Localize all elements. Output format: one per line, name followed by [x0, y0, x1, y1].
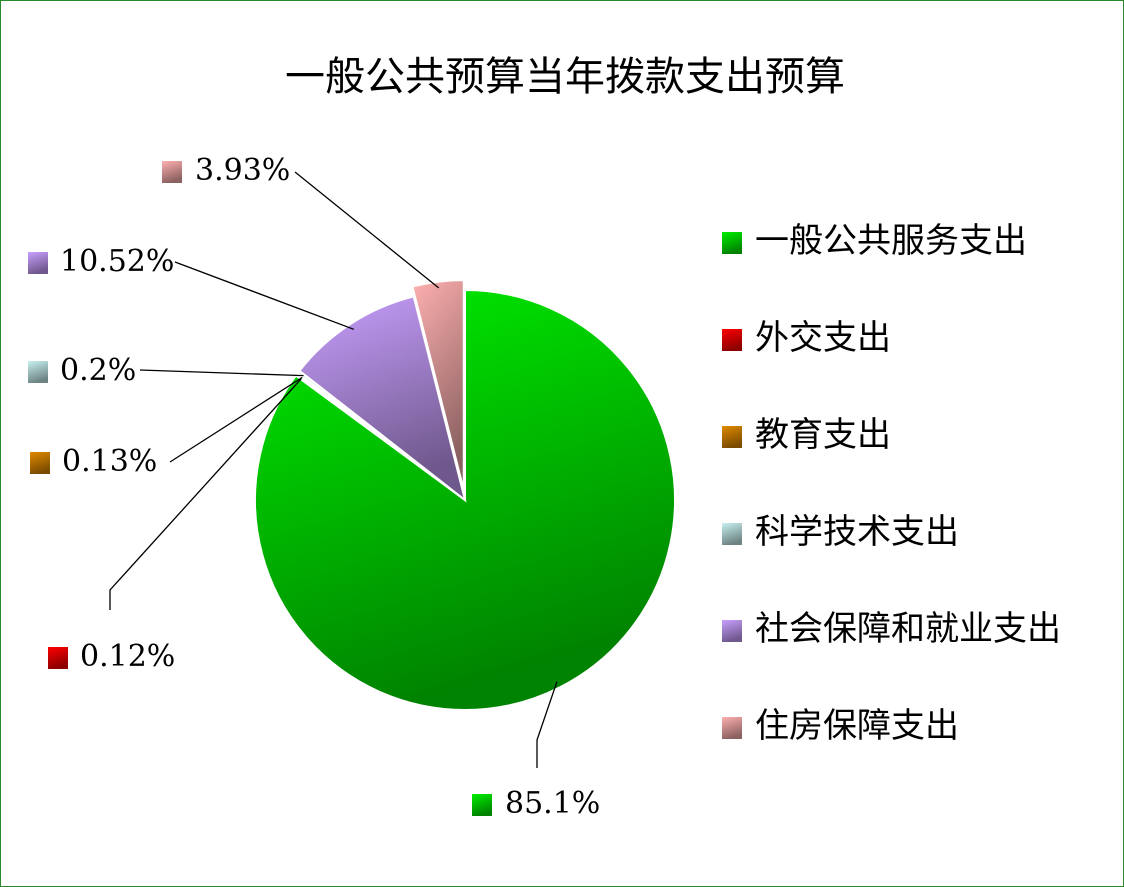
leader-line	[174, 261, 355, 330]
leader-line	[109, 378, 302, 610]
label-marker	[30, 452, 50, 474]
legend-marker	[722, 717, 742, 739]
leader-line	[169, 376, 303, 463]
data-label: 0.13%	[62, 444, 157, 479]
legend-label: 社会保障和就业支出	[755, 609, 1061, 649]
legend-marker	[722, 426, 742, 448]
leader-line	[536, 681, 558, 768]
legend-marker	[722, 620, 742, 642]
data-label: 85.1%	[505, 786, 600, 821]
data-label: 0.2%	[60, 353, 136, 388]
label-marker	[48, 647, 68, 669]
legend-label: 外交支出	[755, 318, 891, 358]
data-label: 10.52%	[60, 244, 174, 279]
legend-label: 教育支出	[755, 415, 891, 455]
legend-label: 科学技术支出	[755, 512, 959, 552]
label-marker	[162, 161, 182, 183]
legend-marker	[722, 232, 742, 254]
legend-label: 一般公共服务支出	[755, 221, 1027, 261]
pie-slice	[254, 288, 676, 711]
data-label: 3.93%	[195, 153, 290, 188]
data-label: 0.12%	[80, 639, 175, 674]
pie-slice	[411, 279, 465, 491]
label-marker	[28, 252, 48, 274]
leader-line	[139, 369, 304, 377]
label-marker	[28, 361, 48, 383]
leader-line	[294, 171, 440, 289]
pie-slice	[298, 295, 467, 503]
label-marker	[472, 794, 492, 816]
chart-title: 一般公共预算当年拨款支出预算	[285, 54, 845, 100]
legend-marker	[722, 329, 742, 351]
legend-label: 住房保障支出	[755, 706, 959, 746]
legend-marker	[722, 523, 742, 545]
